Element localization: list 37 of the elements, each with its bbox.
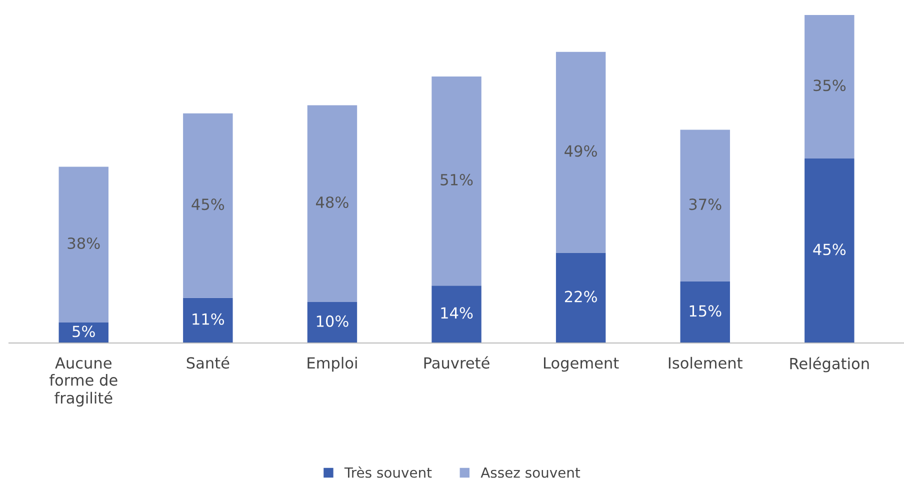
legend-label: Très souvent — [344, 466, 432, 478]
x-tick-label: Isolement — [668, 356, 742, 369]
data-label: 45% — [192, 198, 224, 210]
bar — [307, 105, 358, 302]
data-label: 38% — [68, 237, 100, 250]
bar — [183, 298, 233, 343]
bar — [307, 302, 358, 343]
bar — [680, 282, 730, 343]
data-label: 37% — [689, 198, 722, 210]
data-label: 22% — [564, 290, 597, 302]
x-tick-label: Relégation — [790, 356, 869, 372]
bar — [680, 130, 730, 282]
data-label: 15% — [690, 305, 722, 317]
x-tick-label: Logement — [544, 357, 619, 372]
data-label: 45% — [813, 244, 846, 256]
bar — [556, 252, 606, 343]
bar — [58, 166, 108, 322]
data-label: 35% — [814, 80, 846, 92]
bar — [432, 76, 482, 286]
data-label: 51% — [440, 174, 473, 186]
data-label: 11% — [192, 313, 224, 325]
bar — [183, 113, 233, 298]
x-tick-label: Santé — [186, 356, 230, 369]
bar — [804, 15, 854, 158]
data-label: 5% — [72, 326, 95, 338]
x-tick-label: Pauvreté — [424, 356, 490, 369]
bar — [804, 158, 854, 343]
legend-label: Assez souvent — [480, 467, 580, 478]
bar — [556, 52, 606, 253]
x-tick-label: Emploi — [308, 356, 357, 372]
data-label: 48% — [316, 196, 348, 208]
data-label: 14% — [441, 307, 473, 319]
bar — [432, 286, 482, 343]
x-tick-label: Aucune forme de fragilité — [49, 357, 118, 407]
data-label: 49% — [564, 145, 597, 157]
data-label: 10% — [316, 315, 348, 327]
bar — [58, 322, 108, 343]
